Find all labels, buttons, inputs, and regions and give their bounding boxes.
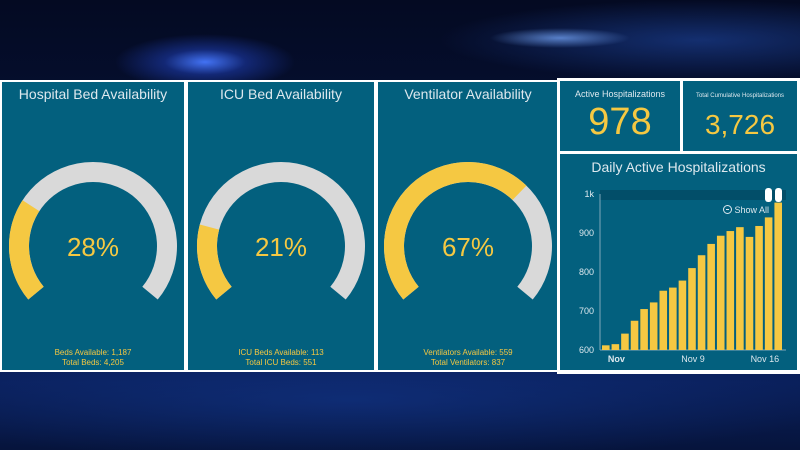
bar[interactable] xyxy=(697,255,706,350)
total-beds: Total Beds: 4,205 xyxy=(62,358,124,367)
x-tick-label: Nov 9 xyxy=(681,354,705,364)
active-hospitalizations-card: Active Hospitalizations 978 xyxy=(560,81,680,151)
panel-footer: Ventilators Available: 559 Total Ventila… xyxy=(378,348,558,368)
percent-label: 28% xyxy=(66,232,120,262)
bar[interactable] xyxy=(649,302,658,350)
panel-title: ICU Bed Availability xyxy=(220,86,342,102)
icu-bed-gauge xyxy=(197,162,365,300)
bar[interactable] xyxy=(640,309,648,350)
zoom-out-icon xyxy=(723,205,732,214)
bar[interactable] xyxy=(602,345,610,350)
bar[interactable] xyxy=(678,280,687,350)
gauge-fill xyxy=(9,200,44,300)
daily-chart-card: Daily Active Hospitalizations 600 700 800 9… xyxy=(560,154,797,370)
ventilator-gauge xyxy=(384,162,552,300)
y-tick-label: 800 xyxy=(579,267,594,277)
cumulative-hospitalizations-card: Total Cumulative Hospitalizations 3,726 xyxy=(683,81,797,151)
bar[interactable] xyxy=(745,236,754,350)
x-tick-label: Nov 16 xyxy=(751,354,780,364)
icu-beds-available: ICU Beds Available: 113 xyxy=(238,348,324,357)
panel-footer: ICU Beds Available: 113 Total ICU Beds: … xyxy=(188,348,374,368)
range-slider-track[interactable] xyxy=(600,190,786,200)
panel-title: Hospital Bed Availability xyxy=(18,86,168,102)
show-all-button[interactable]: Show All xyxy=(723,205,769,215)
hospital-bed-panel: Hospital Bed Availability 28% Beds Avail… xyxy=(2,82,184,370)
slider-handle-icon[interactable] xyxy=(765,188,772,202)
bar[interactable] xyxy=(764,217,773,350)
bar[interactable] xyxy=(774,202,782,350)
bar[interactable] xyxy=(688,268,696,350)
total-icu-beds: Total ICU Beds: 551 xyxy=(245,358,317,367)
beds-available: Beds Available: 1,187 xyxy=(54,348,132,357)
y-tick-label: 900 xyxy=(579,228,594,238)
cumulative-label: Total Cumulative Hospitalizations xyxy=(695,93,785,99)
cumulative-value: 3,726 xyxy=(704,109,776,140)
icu-bed-panel: ICU Bed Availability 21% ICU Beds Availa… xyxy=(188,82,374,370)
gauge-fill xyxy=(384,162,527,300)
y-tick-label: 700 xyxy=(579,306,594,316)
total-ventilators: Total Ventilators: 837 xyxy=(430,358,506,367)
bar[interactable] xyxy=(707,243,715,350)
bar[interactable] xyxy=(716,235,725,350)
ventilator-panel: Ventilator Availability 67% Ventilators … xyxy=(378,82,558,370)
active-label: Active Hospitalizations xyxy=(574,89,666,99)
bar[interactable] xyxy=(736,227,744,350)
chart-title: Daily Active Hospitalizations xyxy=(591,159,766,175)
bar[interactable] xyxy=(755,225,763,350)
bar[interactable] xyxy=(726,231,735,350)
hospital-bed-gauge xyxy=(9,162,177,300)
bar[interactable] xyxy=(669,287,677,350)
bar[interactable] xyxy=(621,333,629,350)
panel-title: Ventilator Availability xyxy=(404,86,532,102)
active-value: 978 xyxy=(588,101,652,143)
percent-label: 21% xyxy=(254,232,308,262)
percent-label: 67% xyxy=(441,232,495,262)
y-tick-label: 1k xyxy=(584,189,594,199)
y-tick-label: 600 xyxy=(579,345,594,355)
bar[interactable] xyxy=(630,320,639,350)
ventilators-available: Ventilators Available: 559 xyxy=(423,348,513,357)
bar[interactable] xyxy=(659,290,668,350)
panel-footer: Beds Available: 1,187 Total Beds: 4,205 xyxy=(2,348,184,368)
x-tick-label: Nov xyxy=(608,354,625,364)
daily-bar-chart: 600 700 800 900 1k Nov Nov 9 Nov 16 xyxy=(579,188,786,364)
slider-handle-icon[interactable] xyxy=(775,188,782,202)
show-all-label: Show All xyxy=(734,205,770,215)
bar[interactable] xyxy=(611,344,620,350)
gauge-fill xyxy=(197,224,232,300)
